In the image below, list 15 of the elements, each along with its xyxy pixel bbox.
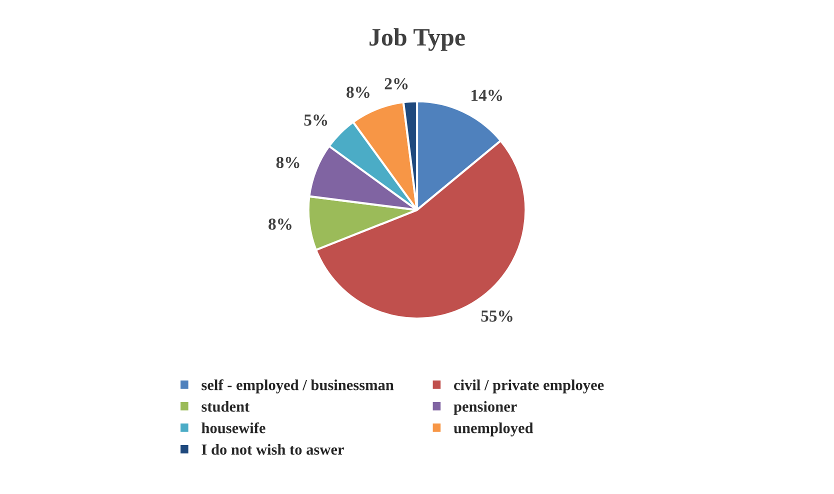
legend-label: housewife xyxy=(202,422,266,434)
data-label: 5% xyxy=(304,114,328,126)
legend-label: self - employed / businessman xyxy=(202,379,394,394)
data-label: 8% xyxy=(276,156,300,168)
data-label: 8% xyxy=(346,86,370,98)
data-label: 14% xyxy=(472,90,502,102)
legend-label: civil / private employee xyxy=(454,379,604,394)
legend-label: unemployed xyxy=(454,422,534,436)
data-label: 8% xyxy=(268,218,292,230)
chart-title: Job Type xyxy=(370,28,465,51)
legend-label: I do not wish to aswer xyxy=(202,444,344,455)
data-label: 2% xyxy=(384,78,408,90)
data-label: 55% xyxy=(481,310,512,322)
legend-label: student xyxy=(202,401,250,412)
legend-label: pensioner xyxy=(454,401,517,415)
